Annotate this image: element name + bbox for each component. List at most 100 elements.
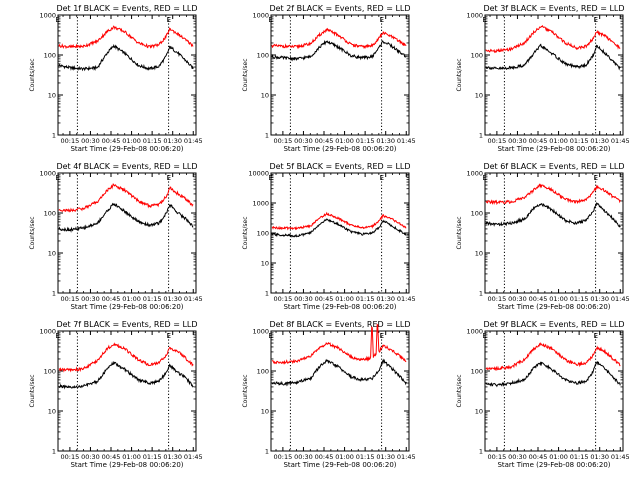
panel-det-7: Det 7f BLACK = Events, RED = LLD Counts/s… [29,320,203,469]
x-tick-label: 01:15 [356,453,375,461]
marker-label: E [482,332,486,340]
y-tick-label: 100 [257,230,269,238]
x-axis-label: Start Time (29-Feb-08 00:06:20) [497,145,610,153]
x-tick-label: 00:45 [102,295,121,303]
y-tick-label: 10 [48,250,56,258]
y-tick-label: 10 [261,260,269,268]
x-tick-label: 01:00 [335,137,354,145]
y-tick-label: 1000 [466,170,483,178]
y-tick-label: 1000 [39,12,56,20]
x-tick-label: 01:15 [356,295,375,303]
y-tick-label: 100 [471,368,483,376]
y-axis-label: Counts/sec [242,216,249,249]
panel-det-5: Det 5f BLACK = Events, RED = LLD Counts/s… [242,162,416,311]
y-tick-label: 1 [479,290,483,298]
marker-label: E [167,174,171,182]
x-tick-label: 00:30 [508,453,527,461]
plot-frame [270,330,410,452]
x-tick-label: 00:15 [61,295,80,303]
series-line-events [485,360,621,388]
marker-label: E [380,174,384,182]
panel-det-1: Det 1f BLACK = Events, RED = LLD Counts/s… [29,4,203,153]
panel-title: Det 6f BLACK = Events, RED = LLD [483,162,624,171]
marker-label: E [167,332,171,340]
x-tick-label: 00:30 [508,137,527,145]
y-tick-label: 100 [257,52,269,60]
x-tick-label: 01:45 [611,453,630,461]
x-tick-label: 01:00 [122,453,141,461]
series-line-lld [58,183,194,213]
x-tick-label: 01:00 [335,295,354,303]
series-line-events [271,218,407,238]
y-axis-label: Counts/sec [29,216,36,249]
panel-det-9: Det 9f BLACK = Events, RED = LLD Counts/s… [456,320,630,469]
x-axis-label: Start Time (29-Feb-08 00:06:20) [283,461,396,469]
x-tick-label: 00:15 [488,453,507,461]
x-axis-label: Start Time (29-Feb-08 00:06:20) [283,145,396,153]
panel-det-8: Det 8f BLACK = Events, RED = LLD Counts/s… [242,320,416,469]
y-axis-label: Counts/sec [456,216,463,249]
series-line-lld [485,24,621,54]
y-tick-label: 1 [52,448,56,456]
marker-label: E [55,16,59,24]
y-tick-label: 10 [48,92,56,100]
x-tick-label: 00:45 [315,295,334,303]
y-axis-label: Counts/sec [29,374,36,407]
series-line-events [58,202,194,233]
x-tick-label: 00:15 [274,453,293,461]
x-tick-label: 01:45 [184,453,203,461]
x-tick-label: 01:30 [163,453,182,461]
x-tick-label: 01:00 [122,295,141,303]
x-tick-label: 00:15 [488,137,507,145]
panel-det-2: Det 2f BLACK = Events, RED = LLD Counts/s… [242,4,416,153]
y-tick-label: 100 [44,210,56,218]
marker-label: E [380,16,384,24]
y-tick-label: 1 [479,132,483,140]
x-tick-label: 00:45 [529,453,548,461]
y-tick-label: 100 [44,52,56,60]
panel-title: Det 2f BLACK = Events, RED = LLD [269,4,410,13]
x-axis-label: Start Time (29-Feb-08 00:06:20) [70,461,183,469]
panel-title: Det 3f BLACK = Events, RED = LLD [483,4,624,13]
x-tick-label: 00:15 [61,137,80,145]
marker-label: E [55,174,59,182]
x-tick-label: 01:15 [143,295,162,303]
plot-frame [57,14,197,136]
series-line-events [485,43,621,71]
x-tick-label: 01:15 [356,137,375,145]
y-tick-label: 10 [475,92,483,100]
panel-det-6: Det 6f BLACK = Events, RED = LLD Counts/s… [456,162,630,311]
x-tick-label: 00:30 [294,453,313,461]
y-tick-label: 100 [257,368,269,376]
y-axis-label: Counts/sec [456,374,463,407]
panel-title: Det 1f BLACK = Events, RED = LLD [56,4,197,13]
x-tick-label: 01:45 [184,137,203,145]
panel-title: Det 8f BLACK = Events, RED = LLD [269,320,410,329]
y-tick-label: 1 [265,290,269,298]
y-tick-label: 1000 [466,12,483,20]
series-line-events [485,202,621,228]
x-tick-label: 01:30 [163,295,182,303]
x-axis-label: Start Time (29-Feb-08 00:06:20) [283,303,396,311]
y-tick-label: 1 [52,132,56,140]
x-tick-label: 00:30 [508,295,527,303]
y-axis-label: Counts/sec [456,58,463,91]
y-tick-label: 10 [261,408,269,416]
x-tick-label: 00:15 [61,453,80,461]
panel-title: Det 4f BLACK = Events, RED = LLD [56,162,197,171]
x-tick-label: 01:00 [549,453,568,461]
x-axis-label: Start Time (29-Feb-08 00:06:20) [497,461,610,469]
x-tick-label: 01:00 [122,137,141,145]
panel-det-4: Det 4f BLACK = Events, RED = LLD Counts/s… [29,162,203,311]
x-tick-label: 01:15 [570,453,589,461]
marker-label: E [268,174,272,182]
y-tick-label: 1 [265,132,269,140]
plot-frame [484,330,624,452]
series-line-events [271,358,407,387]
y-tick-label: 1000 [39,170,56,178]
x-tick-label: 01:00 [549,295,568,303]
x-tick-label: 00:45 [315,453,334,461]
y-tick-label: 1000 [252,12,269,20]
x-tick-label: 00:45 [529,137,548,145]
